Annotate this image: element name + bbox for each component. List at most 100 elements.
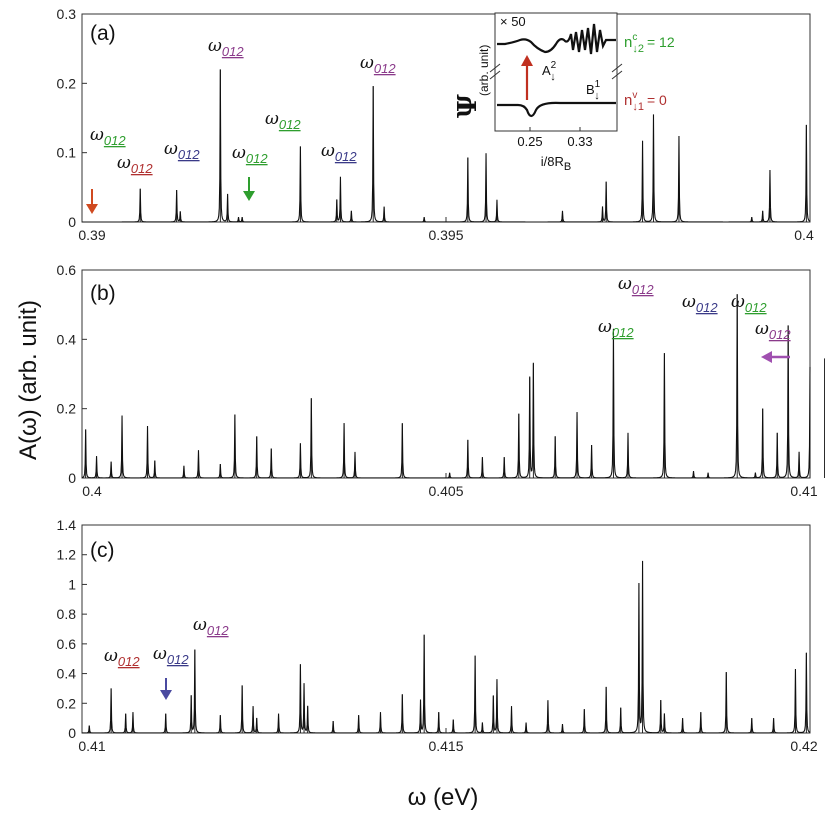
inset-upper-trace xyxy=(497,23,616,55)
panel-a-xtick-label: 0.39 xyxy=(78,227,105,243)
panel-a-frame xyxy=(81,13,811,223)
omega-label-a4: ω012 xyxy=(208,36,244,59)
panel-a-annotations: ω012 ω012 ω012 ω012 ω012 ω012 ω012 ω012 xyxy=(90,36,396,176)
panel-b-ytick-label: 0 xyxy=(68,470,76,486)
omega-label-c3: ω012 xyxy=(193,615,229,638)
omega-sub-b1: 012 xyxy=(612,325,634,340)
inset-state-lower: nv ↓1 = 0 xyxy=(624,90,667,113)
omega-label-b3: ω012 xyxy=(682,292,718,315)
inset-state-upper: nc ↓2 = 12 xyxy=(624,32,675,55)
panel-a-xtick-label: 0.4 xyxy=(794,227,814,243)
panel-c-ytick-label: 1 xyxy=(68,576,76,592)
panel-b-spectrum-line xyxy=(81,294,811,479)
panel-c-yticks: 0 0.2 0.4 0.6 0.8 1 1.2 1.4 xyxy=(57,517,87,741)
omega-label-b2: ω012 xyxy=(618,274,654,297)
panel-c-ytick-label: 1.2 xyxy=(57,547,77,563)
purple-left-arrow xyxy=(761,351,790,363)
panel-c-ytick-label: 0 xyxy=(68,725,76,741)
panel-c-xtick-label: 0.42 xyxy=(790,738,817,754)
panel-c-ytick-label: 0.4 xyxy=(57,666,77,682)
panel-b-xticks: 0.4 0.405 0.41 xyxy=(81,473,818,499)
inset-xtick-label-2: 0.33 xyxy=(567,134,592,149)
panel-a-ytick-label: 0.2 xyxy=(57,75,77,91)
panel-a-ytick-label: 0.3 xyxy=(57,6,77,22)
omega-sub-b5: 012 xyxy=(769,327,791,342)
omega-label-a7: ω012 xyxy=(321,141,357,164)
inset-xlabel: i/8RB xyxy=(541,154,571,173)
blue-down-arrow xyxy=(160,678,172,700)
omega-label-c2: ω012 xyxy=(153,644,189,667)
panel-b-xtick-label: 0.4 xyxy=(82,483,102,499)
omega-sub-c1: 012 xyxy=(118,654,140,669)
omega-sub-a8: 012 xyxy=(374,61,396,76)
panel-b-ytick-label: 0.6 xyxy=(57,262,77,278)
panel-c-xtick-label: 0.415 xyxy=(428,738,463,754)
panel-b-label: (b) xyxy=(90,282,116,305)
y-axis-label: A(ω) (arb. unit) xyxy=(15,300,42,460)
omega-sub-a1: 012 xyxy=(104,133,126,148)
omega-sub-a3: 012 xyxy=(178,147,200,162)
panel-a-xticks: 0.39 0.395 0.4 xyxy=(78,217,814,243)
panel-c-ytick-label: 0.8 xyxy=(57,606,77,622)
omega-label-a1: ω012 xyxy=(90,125,126,148)
omega-sub-b2: 012 xyxy=(632,282,654,297)
inset-scale-label: × 50 xyxy=(500,14,526,29)
omega-label-a3: ω012 xyxy=(164,139,200,162)
omega-sub-c3: 012 xyxy=(207,623,229,638)
omega-label-a6: ω012 xyxy=(232,143,268,166)
panel-b-xtick-label: 0.41 xyxy=(790,483,817,499)
red-down-arrow xyxy=(86,189,98,214)
omega-sub-b4: 012 xyxy=(745,300,767,315)
omega-sub-c2: 012 xyxy=(167,652,189,667)
panel-b-peak-marks xyxy=(85,294,826,478)
omega-label-b1: ω012 xyxy=(598,317,634,340)
panel-c-label: (c) xyxy=(90,539,115,562)
omega-label-a2: ω012 xyxy=(117,153,153,176)
inset-label-B: B1 ↓ xyxy=(586,79,601,102)
inset-ylabel-psi: Ψ xyxy=(453,94,483,118)
omega-label-a5: ω012 xyxy=(265,109,301,132)
panel-a-ytick-label: 0.1 xyxy=(57,145,77,161)
panel-a-peak-marks xyxy=(139,69,807,222)
panel-c: 0 0.2 0.4 0.6 0.8 1 1.2 1.4 0.41 0.415 0.42 (c) xyxy=(57,517,818,754)
panel-b: 0 0.2 0.4 0.6 0.4 0.405 0.41 (b) xyxy=(57,262,826,499)
inset-lower-trace xyxy=(497,101,616,118)
inset-right-break xyxy=(611,63,623,80)
inset-label-A: A2 ↓ xyxy=(542,60,557,83)
panel-b-annotations: ω012 ω012 ω012 ω012 ω012 xyxy=(598,274,791,342)
annotation-arrows xyxy=(86,177,790,700)
panel-c-ytick-label: 1.4 xyxy=(57,517,77,533)
panel-a-label: (a) xyxy=(90,22,116,45)
omega-label-c1: ω012 xyxy=(104,646,140,669)
omega-sub-b3: 012 xyxy=(696,300,718,315)
panel-c-xtick-label: 0.41 xyxy=(78,738,105,754)
panel-c-ytick-label: 0.6 xyxy=(57,636,77,652)
omega-label-b4: ω012 xyxy=(731,292,767,315)
panel-a-ytick-label: 0 xyxy=(68,214,76,230)
omega-sub-a7: 012 xyxy=(335,149,357,164)
inset-ylabel-unit: (arb. unit) xyxy=(477,45,491,96)
omega-label-b5: ω012 xyxy=(755,319,791,342)
panel-a: 0 0.1 0.2 0.3 0.39 0.395 0.4 (a) xyxy=(57,6,814,243)
panel-a-xtick-label: 0.395 xyxy=(428,227,463,243)
inset-wavefunction: × 50 A2 ↓ B1 ↓ 0.25 0.33 i/8RB Ψ (arb. uni… xyxy=(453,12,675,173)
panel-b-ytick-label: 0.4 xyxy=(57,331,77,347)
panel-c-spectrum-line xyxy=(82,560,811,734)
panel-a-yticks: 0 0.1 0.2 0.3 xyxy=(57,6,87,230)
inset-arrow-head xyxy=(521,55,533,66)
panel-a-spectrum-line xyxy=(82,69,811,223)
panel-c-xticks: 0.41 0.415 0.42 xyxy=(78,728,818,754)
inset-frame xyxy=(494,12,618,132)
panel-b-yticks: 0 0.2 0.4 0.6 xyxy=(57,262,87,486)
green-down-arrow xyxy=(243,177,255,201)
omega-sub-a4: 012 xyxy=(222,44,244,59)
inset-left-break xyxy=(489,63,501,80)
panel-b-ytick-label: 0.2 xyxy=(57,401,77,417)
panel-c-annotations: ω012 ω012 ω012 xyxy=(104,615,229,669)
panel-c-ytick-label: 0.2 xyxy=(57,695,77,711)
panel-c-peak-marks xyxy=(88,562,807,733)
omega-sub-a6: 012 xyxy=(246,151,268,166)
omega-sub-a5: 012 xyxy=(279,117,301,132)
inset-xtick-label-1: 0.25 xyxy=(517,134,542,149)
